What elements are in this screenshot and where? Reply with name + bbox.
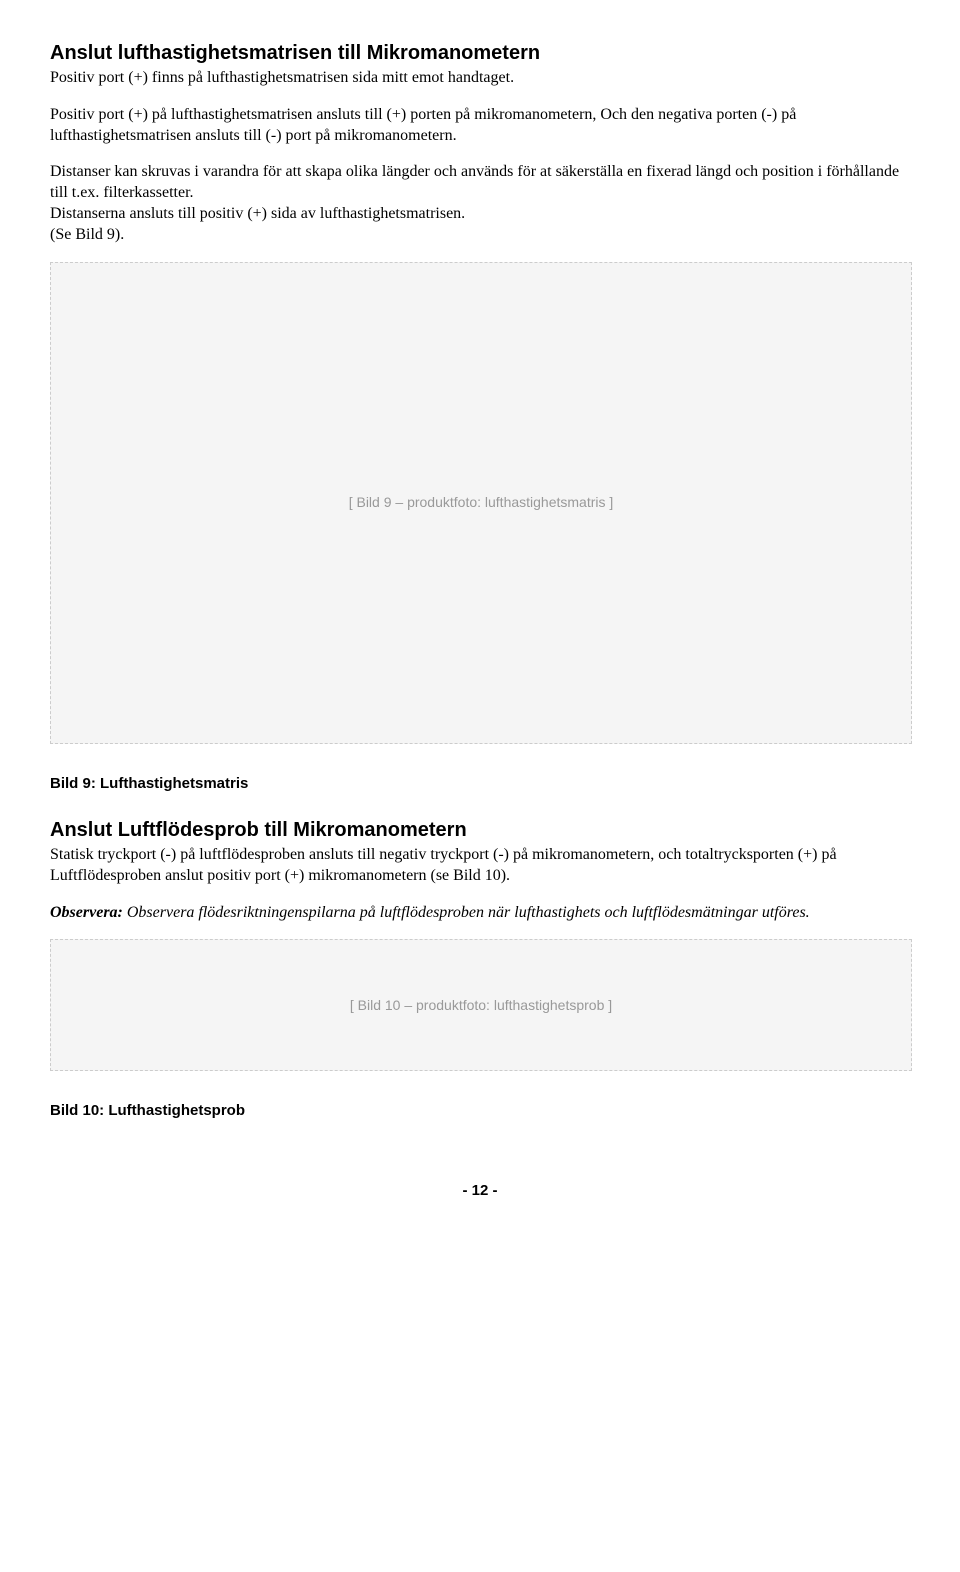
- section1-p5: (Se Bild 9).: [50, 225, 910, 246]
- figure-10-caption: Bild 10: Lufthastighetsprob: [50, 1101, 910, 1121]
- section1-p4: Distanserna ansluts till positiv (+) sid…: [50, 204, 910, 225]
- figure-9-caption: Bild 9: Lufthastighetsmatris: [50, 774, 910, 794]
- figure-9-image: [ Bild 9 – produktfoto: lufthastighetsma…: [50, 262, 912, 744]
- section1-p2: Positiv port (+) på lufthastighetsmatris…: [50, 105, 910, 147]
- section2-p1: Statisk tryckport (-) på luftflödesprobe…: [50, 845, 910, 887]
- note-label: Observera:: [50, 904, 123, 921]
- figure-10-image: [ Bild 10 – produktfoto: lufthastighetsp…: [50, 939, 912, 1071]
- section2-heading: Anslut Luftflödesprob till Mikromanomete…: [50, 817, 910, 843]
- page-number: - 12 -: [50, 1181, 910, 1201]
- section1-p3: Distanser kan skruvas i varandra för att…: [50, 162, 910, 204]
- section1-heading: Anslut lufthastighetsmatrisen till Mikro…: [50, 40, 910, 66]
- section2-note: Observera: Observera flödesriktningenspi…: [50, 903, 910, 924]
- note-body: Observera flödesriktningenspilarna på lu…: [123, 904, 810, 921]
- section1-p1: Positiv port (+) finns på lufthastighets…: [50, 68, 910, 89]
